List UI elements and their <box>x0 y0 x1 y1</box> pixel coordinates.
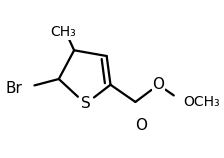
Text: O: O <box>135 118 147 133</box>
Text: CH₃: CH₃ <box>50 25 75 39</box>
Text: S: S <box>81 96 90 111</box>
Text: Br: Br <box>6 81 22 96</box>
Text: O: O <box>152 77 164 92</box>
Text: OCH₃: OCH₃ <box>183 95 220 109</box>
